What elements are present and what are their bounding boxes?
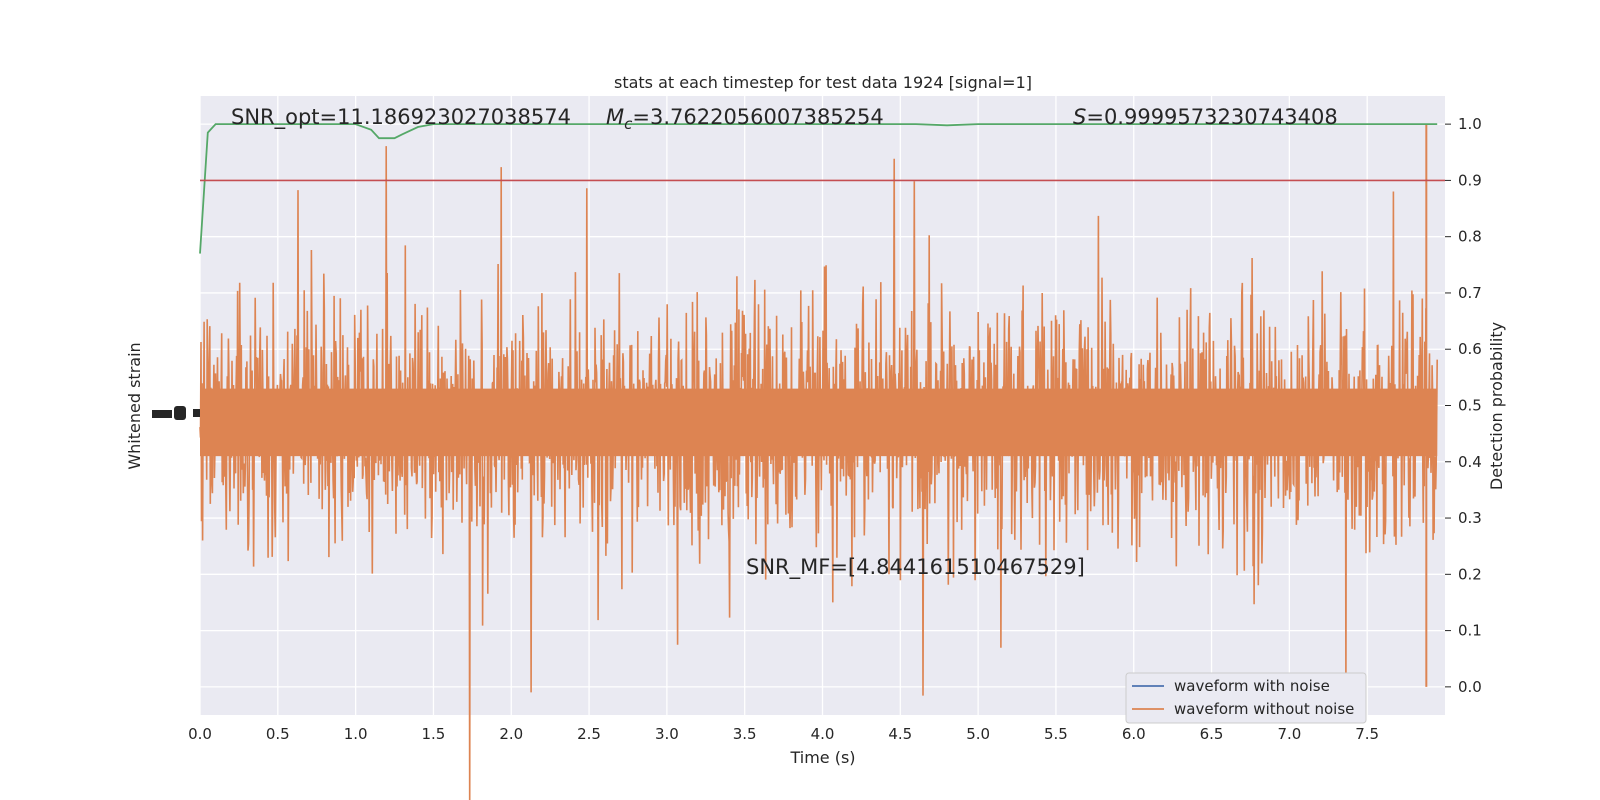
x-tick-label: 5.5 bbox=[1044, 725, 1068, 743]
x-tick-label: 6.0 bbox=[1122, 725, 1146, 743]
x-axis-ticks: 0.0 0.5 1.0 1.5 2.0 2.5 3.0 3.5 4.0 4.5 5.0 5.5 6.0 6… bbox=[188, 725, 1379, 743]
x-tick-label: 6.5 bbox=[1200, 725, 1224, 743]
y-tick-label: 0.2 bbox=[1458, 565, 1482, 583]
x-tick-label: 2.0 bbox=[499, 725, 523, 743]
chart-title: stats at each timestep for test data 192… bbox=[614, 73, 1032, 92]
x-axis-label: Time (s) bbox=[789, 748, 855, 767]
left-tick-blot bbox=[152, 410, 172, 418]
legend-box bbox=[1125, 672, 1367, 724]
x-tick-label: 4.0 bbox=[811, 725, 835, 743]
y-tick-label: 0.0 bbox=[1458, 678, 1482, 696]
y-tick-label: 0.3 bbox=[1458, 509, 1482, 527]
x-tick-label: 5.0 bbox=[966, 725, 990, 743]
legend: waveform with noise waveform without noi… bbox=[1125, 672, 1367, 724]
left-axis-label: Whitened strain bbox=[125, 342, 144, 469]
y-tick-label: 0.1 bbox=[1458, 622, 1482, 640]
left-tick-blot bbox=[193, 409, 200, 417]
y-tick-label: 0.4 bbox=[1458, 453, 1482, 471]
chirp-mass-annotation: Mc=3.7622056007385254 bbox=[606, 105, 884, 133]
x-tick-label: 4.5 bbox=[888, 725, 912, 743]
x-tick-label: 7.0 bbox=[1277, 725, 1301, 743]
s-annotation: S=0.9999573230743408 bbox=[1073, 105, 1338, 129]
right-axis-ticks: 0.0 0.1 0.2 0.3 0.4 0.5 0.6 0.7 0.8 0.9 1.0 bbox=[1445, 115, 1482, 696]
right-axis-label: Detection probability bbox=[1487, 322, 1506, 490]
x-tick-label: 0.0 bbox=[188, 725, 212, 743]
series-layer bbox=[199, 123, 1445, 800]
series-detection-probability bbox=[199, 123, 1438, 254]
legend-label-with-noise: waveform with noise bbox=[1174, 677, 1330, 695]
x-tick-label: 3.5 bbox=[733, 725, 757, 743]
left-axis-ticks bbox=[152, 406, 200, 420]
snr-mf-annotation: SNR_MF=[4.844161510467529] bbox=[746, 555, 1085, 580]
x-tick-label: 2.5 bbox=[577, 725, 601, 743]
x-tick-label: 3.0 bbox=[655, 725, 679, 743]
x-tick-label: 1.5 bbox=[422, 725, 446, 743]
x-tick-label: 7.5 bbox=[1355, 725, 1379, 743]
snr-opt-annotation: SNR_opt=11.186923027038574 bbox=[231, 105, 571, 130]
y-tick-label: 0.6 bbox=[1458, 340, 1482, 358]
legend-label-without-noise: waveform without noise bbox=[1174, 700, 1354, 718]
y-tick-label: 0.7 bbox=[1458, 284, 1482, 302]
x-tick-label: 1.0 bbox=[344, 725, 368, 743]
y-tick-label: 0.5 bbox=[1458, 397, 1482, 415]
y-tick-label: 1.0 bbox=[1458, 115, 1482, 133]
y-tick-label: 0.9 bbox=[1458, 171, 1482, 189]
y-tick-label: 0.8 bbox=[1458, 228, 1482, 246]
x-tick-label: 0.5 bbox=[266, 725, 290, 743]
series-waveform-band bbox=[200, 388, 1438, 457]
left-tick-blot bbox=[174, 406, 186, 420]
